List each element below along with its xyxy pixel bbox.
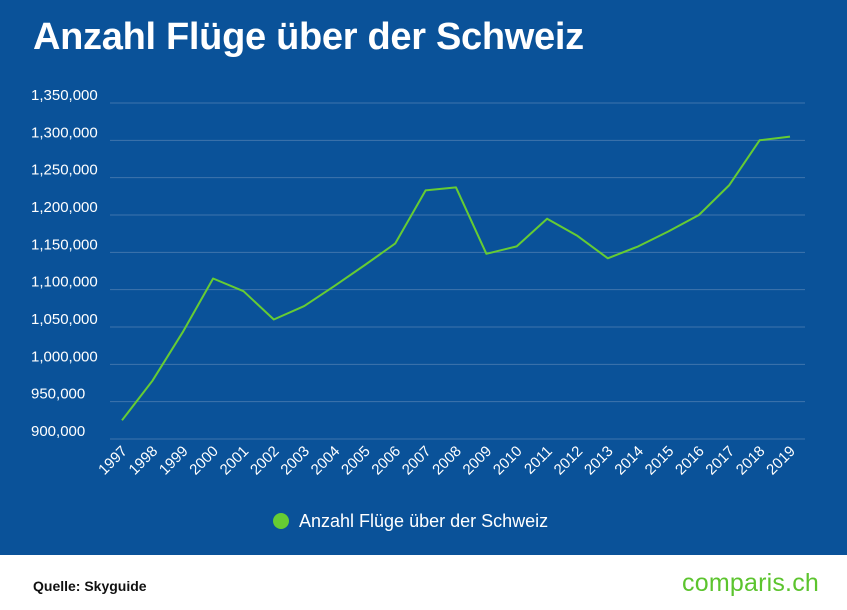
y-tick-label: 1,000,000	[31, 348, 98, 365]
x-tick-label: 2007	[399, 443, 435, 479]
grid-lines	[110, 102, 805, 440]
x-tick-label: 2000	[186, 443, 222, 479]
series-layer	[121, 135, 791, 421]
y-tick-label: 1,350,000	[31, 87, 98, 104]
x-tick-label: 2004	[308, 443, 344, 479]
x-tick-label: 2012	[551, 443, 587, 479]
legend-marker	[273, 513, 289, 529]
y-tick-label: 1,300,000	[31, 124, 98, 141]
legend-label: Anzahl Flüge über der Schweiz	[299, 511, 548, 531]
x-tick-label: 2014	[611, 443, 647, 479]
x-tick-label: 2013	[581, 443, 617, 479]
source-note: Quelle: Skyguide	[33, 578, 147, 594]
x-tick-label: 2018	[733, 443, 769, 479]
y-tick-label: 900,000	[31, 423, 85, 440]
x-tick-label: 2017	[702, 443, 738, 479]
footer: Quelle: Skyguide comparis.ch	[0, 555, 847, 610]
x-tick-label: 1998	[126, 443, 162, 479]
line-chart: 900,000 950,000 1,000,000 1,050,000 1,100,00…	[31, 87, 805, 531]
x-tick-label: 2010	[490, 443, 526, 479]
chart-panel: Anzahl Flüge über der Schweiz 900,000 950…	[0, 0, 847, 555]
x-tick-label: 2016	[672, 443, 708, 479]
y-tick-label: 1,150,000	[31, 236, 98, 253]
y-tick-label: 1,250,000	[31, 162, 98, 179]
x-tick-label: 2011	[521, 443, 556, 478]
x-tick-label: 2002	[247, 443, 283, 479]
legend: Anzahl Flüge über der Schweiz	[273, 511, 548, 531]
x-tick-label: 1999	[156, 443, 192, 479]
y-tick-label: 1,050,000	[31, 311, 98, 328]
x-tick-label: 2006	[368, 443, 404, 479]
x-tick-label: 2015	[642, 443, 678, 479]
x-tick-label: 2001	[217, 443, 253, 479]
y-axis-ticks: 900,000 950,000 1,000,000 1,050,000 1,100,00…	[31, 87, 98, 440]
x-tick-label: 2005	[338, 443, 374, 479]
x-tick-label: 2009	[460, 443, 496, 479]
x-tick-label: 2019	[763, 443, 799, 479]
x-axis-ticks: 1997199819992000200120022003200420052006…	[95, 443, 799, 479]
series-line	[121, 135, 791, 421]
y-tick-label: 950,000	[31, 386, 85, 403]
y-tick-label: 1,100,000	[31, 274, 98, 291]
y-tick-label: 1,200,000	[31, 199, 98, 216]
page-title: Anzahl Flüge über der Schweiz	[33, 16, 584, 58]
x-tick-label: 2008	[429, 443, 465, 479]
x-tick-label: 2003	[277, 443, 313, 479]
brand-logo: comparis.ch	[682, 569, 819, 597]
x-tick-label: 1997	[95, 443, 131, 479]
